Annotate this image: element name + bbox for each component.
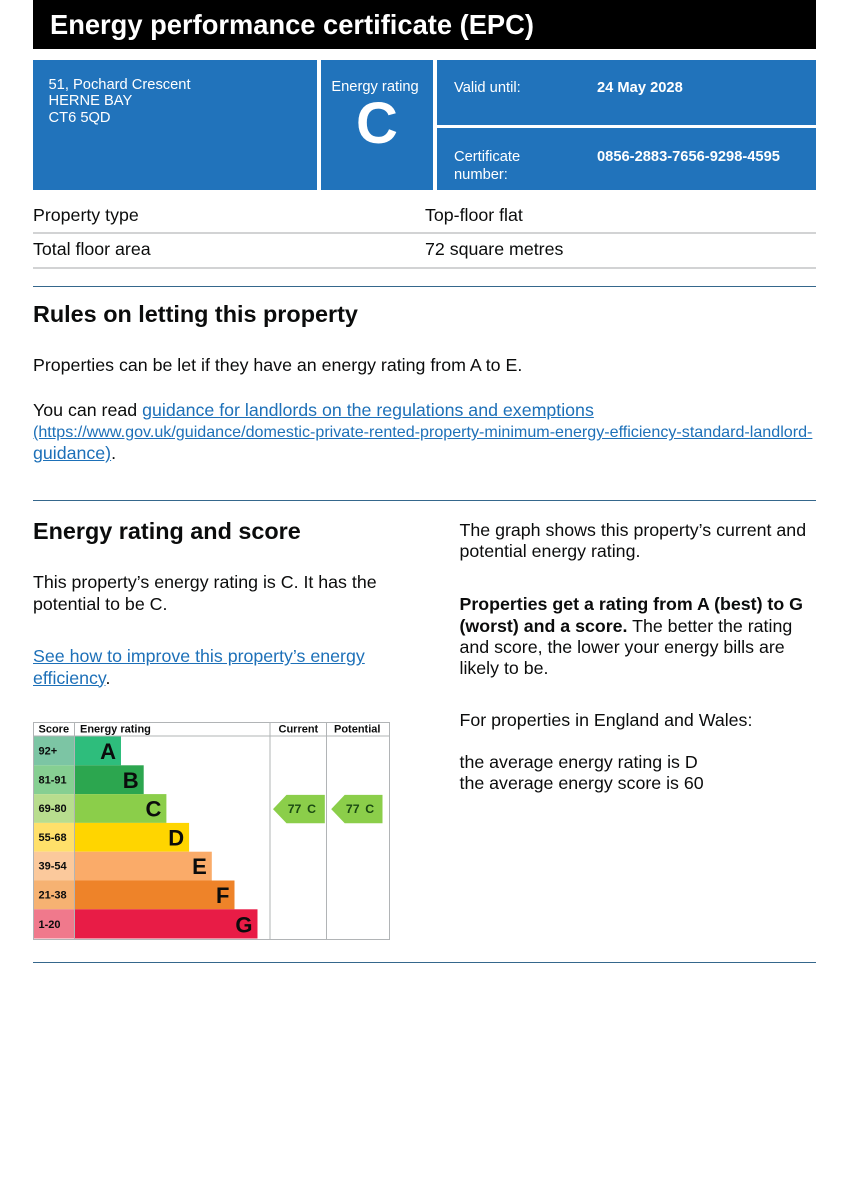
svg-text:Score: Score <box>39 724 70 736</box>
svg-text:A: A <box>100 739 116 764</box>
svg-text:21-38: 21-38 <box>39 890 67 902</box>
svg-text:77: 77 <box>346 802 360 816</box>
svg-text:B: B <box>123 768 139 793</box>
svg-text:92+: 92+ <box>39 746 58 758</box>
svg-text:77: 77 <box>288 802 302 816</box>
svg-text:81-91: 81-91 <box>39 774 67 786</box>
svg-text:C: C <box>365 802 374 816</box>
svg-text:F: F <box>216 883 229 908</box>
svg-text:D: D <box>168 825 184 850</box>
svg-text:1-20: 1-20 <box>39 919 61 931</box>
svg-text:55-68: 55-68 <box>39 832 67 844</box>
svg-text:G: G <box>235 912 252 937</box>
svg-text:Energy rating: Energy rating <box>80 724 151 736</box>
svg-text:Current: Current <box>279 724 319 736</box>
svg-text:Potential: Potential <box>334 724 380 736</box>
svg-text:C: C <box>307 802 316 816</box>
svg-text:E: E <box>192 854 207 879</box>
svg-text:39-54: 39-54 <box>39 861 68 873</box>
svg-text:C: C <box>146 797 162 822</box>
svg-text:69-80: 69-80 <box>39 803 67 815</box>
